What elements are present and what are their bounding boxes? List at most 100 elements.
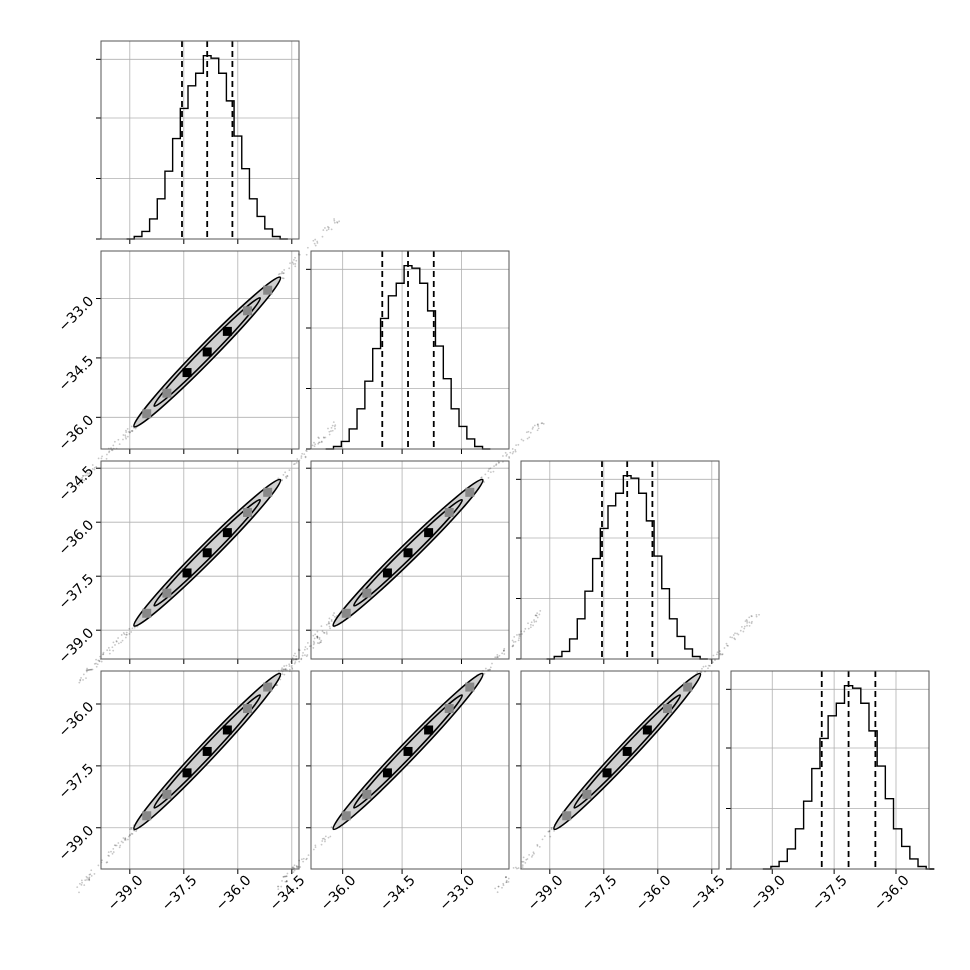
density-cell xyxy=(142,608,152,618)
sample-point xyxy=(290,660,292,663)
sample-point xyxy=(311,444,314,447)
sample-point xyxy=(696,671,699,674)
sample-point xyxy=(320,440,323,443)
sample-point xyxy=(294,265,297,268)
sample-point xyxy=(283,673,286,676)
sample-point xyxy=(536,423,539,426)
sample-point xyxy=(88,474,91,477)
sample-point xyxy=(487,668,490,671)
sample-point xyxy=(288,469,291,472)
sample-point xyxy=(91,468,94,470)
sample-point xyxy=(331,429,334,432)
sample-point xyxy=(507,877,510,880)
density-cell xyxy=(444,507,454,517)
sample-point xyxy=(333,425,336,428)
sample-point xyxy=(283,875,286,878)
sample-point xyxy=(509,451,512,454)
sample-point xyxy=(536,423,539,426)
sample-point xyxy=(511,448,514,450)
panel-frame xyxy=(100,250,300,450)
sample-point xyxy=(316,636,319,639)
sample-point xyxy=(282,277,285,280)
sample-point xyxy=(719,650,721,653)
sample-point xyxy=(533,424,536,427)
sample-point xyxy=(516,634,518,636)
sample-point xyxy=(290,664,293,667)
sample-point xyxy=(88,473,90,475)
sample-point xyxy=(527,627,530,630)
sample-point xyxy=(511,639,514,642)
sample-point xyxy=(286,474,289,477)
sample-point xyxy=(81,477,84,479)
sample-point xyxy=(302,857,305,860)
sample-point xyxy=(537,425,540,427)
sample-point xyxy=(330,620,333,622)
sample-point xyxy=(528,436,531,439)
sample-point xyxy=(86,877,89,879)
sample-point xyxy=(280,668,283,671)
sample-point xyxy=(515,444,518,447)
panel-frame xyxy=(310,670,510,870)
sample-point xyxy=(298,660,301,663)
sample-point xyxy=(527,622,529,625)
panel-frame xyxy=(100,460,300,660)
sample-point xyxy=(129,828,131,831)
sample-point xyxy=(312,643,315,646)
x-tick-label: −34.5 xyxy=(377,872,419,914)
sample-point xyxy=(505,881,508,884)
sample-point xyxy=(95,465,98,468)
sample-point xyxy=(105,861,108,864)
panel-3-3: −39.0 −37.5 −36.0 xyxy=(726,670,935,914)
sample-point xyxy=(284,668,287,671)
sample-point xyxy=(745,618,748,621)
density-cell xyxy=(582,789,592,799)
sample-point xyxy=(543,835,546,838)
sample-point xyxy=(286,872,289,875)
sample-point xyxy=(115,640,118,642)
sample-point xyxy=(126,633,128,636)
y-tick-label: −36.0 xyxy=(56,412,98,454)
sample-point xyxy=(80,883,83,886)
panel-2-2 xyxy=(516,460,720,664)
sample-point xyxy=(517,639,520,642)
sample-point xyxy=(521,866,524,868)
sample-point xyxy=(326,225,329,228)
sample-point xyxy=(330,618,333,621)
density-cell xyxy=(382,768,392,778)
sample-point xyxy=(539,609,542,612)
density-cell xyxy=(642,725,652,735)
sample-point xyxy=(484,473,487,476)
sample-point xyxy=(333,219,336,222)
sample-point xyxy=(115,640,118,643)
sample-point xyxy=(324,436,327,439)
sample-point xyxy=(496,654,499,656)
sample-point xyxy=(742,630,745,633)
sample-point xyxy=(130,828,133,830)
sample-point xyxy=(306,642,309,644)
sample-point xyxy=(746,624,748,627)
x-tick-label: −39.0 xyxy=(525,872,567,914)
sample-point xyxy=(496,656,499,659)
sample-point xyxy=(299,866,302,868)
sample-point xyxy=(125,431,128,434)
sample-point xyxy=(316,630,319,633)
sample-point xyxy=(129,833,131,836)
sample-point xyxy=(298,649,301,652)
y-tick-label: −34.5 xyxy=(56,353,98,395)
sample-point xyxy=(280,479,283,482)
sample-point xyxy=(107,646,110,649)
sample-point xyxy=(282,272,285,275)
sample-point xyxy=(512,644,515,647)
sample-point xyxy=(487,477,490,479)
density-contour-outer xyxy=(133,276,282,428)
sample-point xyxy=(297,648,300,651)
sample-point xyxy=(295,658,298,661)
sample-point xyxy=(530,621,533,624)
sample-point xyxy=(483,672,486,675)
density-cell xyxy=(622,746,632,756)
panel-1-1 xyxy=(306,250,510,454)
sample-point xyxy=(748,616,751,619)
sample-point xyxy=(300,658,303,661)
sample-point xyxy=(114,844,117,847)
